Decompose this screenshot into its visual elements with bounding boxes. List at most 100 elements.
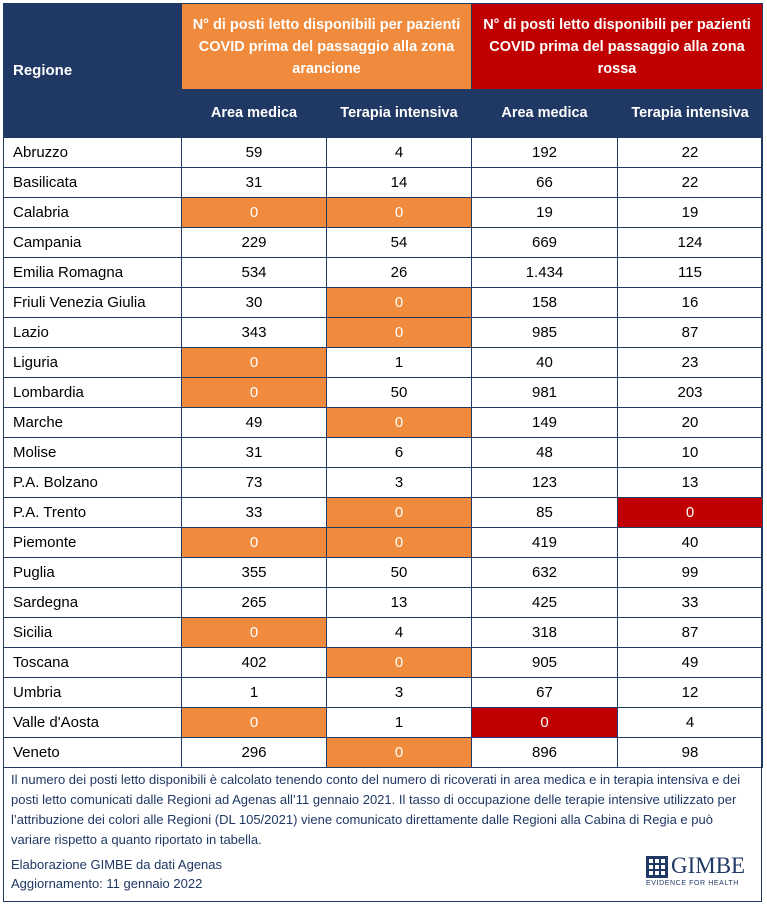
orange-area-medica-cell: 0 xyxy=(181,197,327,228)
orange-area-medica-cell: 73 xyxy=(181,467,327,498)
orange-area-medica-cell: 343 xyxy=(181,317,327,348)
region-name-cell: Sardegna xyxy=(3,587,182,618)
header-red-area-medica: Area medica xyxy=(471,89,618,138)
orange-area-medica-cell: 265 xyxy=(181,587,327,618)
source-info: Elaborazione GIMBE da dati Agenas Aggior… xyxy=(11,855,222,893)
orange-terapia-intensiva-cell: 0 xyxy=(326,287,472,318)
red-area-medica-cell: 158 xyxy=(471,287,618,318)
red-area-medica-cell: 896 xyxy=(471,737,618,768)
header-orange-zone: N° di posti letto disponibili per pazien… xyxy=(181,3,472,90)
orange-terapia-intensiva-cell: 3 xyxy=(326,677,472,708)
orange-terapia-intensiva-cell: 1 xyxy=(326,707,472,738)
orange-area-medica-cell: 49 xyxy=(181,407,327,438)
beds-table: Regione N° di posti letto disponibili pe… xyxy=(3,3,764,768)
red-area-medica-cell: 985 xyxy=(471,317,618,348)
orange-area-medica-cell: 33 xyxy=(181,497,327,528)
red-terapia-intensiva-cell: 49 xyxy=(616,647,764,678)
table-row: Emilia Romagna 534 26 1.434 115 xyxy=(3,257,764,288)
orange-area-medica-cell: 534 xyxy=(181,257,327,288)
region-name-cell: Piemonte xyxy=(3,527,182,558)
table-row: Basilicata 31 14 66 22 xyxy=(3,167,764,198)
region-name-cell: Valle d'Aosta xyxy=(3,707,182,738)
orange-terapia-intensiva-cell: 54 xyxy=(326,227,472,258)
region-name-cell: Sicilia xyxy=(3,617,182,648)
source-line: Elaborazione GIMBE da dati Agenas xyxy=(11,857,223,872)
table-row: Piemonte 0 0 419 40 xyxy=(3,527,764,558)
red-terapia-intensiva-cell: 20 xyxy=(616,407,764,438)
orange-area-medica-cell: 1 xyxy=(181,677,327,708)
red-area-medica-cell: 40 xyxy=(471,347,618,378)
orange-terapia-intensiva-cell: 14 xyxy=(326,167,472,198)
orange-terapia-intensiva-cell: 0 xyxy=(326,527,472,558)
red-area-medica-cell: 48 xyxy=(471,437,618,468)
region-name-cell: Campania xyxy=(3,227,182,258)
table-row: Abruzzo 59 4 192 22 xyxy=(3,137,764,168)
orange-terapia-intensiva-cell: 50 xyxy=(326,557,472,588)
table-row: Sardegna 265 13 425 33 xyxy=(3,587,764,618)
red-area-medica-cell: 149 xyxy=(471,407,618,438)
region-name-cell: Abruzzo xyxy=(3,137,182,168)
table-row: P.A. Trento 33 0 85 0 xyxy=(3,497,764,528)
region-name-cell: P.A. Bolzano xyxy=(3,467,182,498)
orange-area-medica-cell: 31 xyxy=(181,167,327,198)
red-terapia-intensiva-cell: 40 xyxy=(616,527,764,558)
region-name-cell: Emilia Romagna xyxy=(3,257,182,288)
region-name-cell: Puglia xyxy=(3,557,182,588)
orange-area-medica-cell: 0 xyxy=(181,347,327,378)
gimbe-logo: GIMBE EVIDENCE FOR HEALTH xyxy=(646,853,756,891)
table-row: Lazio 343 0 985 87 xyxy=(3,317,764,348)
table-row: Molise 31 6 48 10 xyxy=(3,437,764,468)
red-terapia-intensiva-cell: 12 xyxy=(616,677,764,708)
red-terapia-intensiva-cell: 22 xyxy=(616,167,764,198)
orange-terapia-intensiva-cell: 4 xyxy=(326,137,472,168)
red-area-medica-cell: 425 xyxy=(471,587,618,618)
orange-area-medica-cell: 229 xyxy=(181,227,327,258)
red-terapia-intensiva-cell: 115 xyxy=(616,257,764,288)
orange-area-medica-cell: 0 xyxy=(181,527,327,558)
logo-tagline: EVIDENCE FOR HEALTH xyxy=(646,880,739,887)
orange-area-medica-cell: 59 xyxy=(181,137,327,168)
table-row: Calabria 0 0 19 19 xyxy=(3,197,764,228)
update-line: Aggiornamento: 11 gennaio 2022 xyxy=(11,876,203,891)
region-name-cell: Basilicata xyxy=(3,167,182,198)
footnote: Il numero dei posti letto disponibili è … xyxy=(11,772,741,847)
orange-area-medica-cell: 355 xyxy=(181,557,327,588)
header-orange-area-medica: Area medica xyxy=(181,89,327,138)
red-terapia-intensiva-cell: 98 xyxy=(616,737,764,768)
red-area-medica-cell: 318 xyxy=(471,617,618,648)
table-row: P.A. Bolzano 73 3 123 13 xyxy=(3,467,764,498)
red-terapia-intensiva-cell: 87 xyxy=(616,317,764,348)
red-terapia-intensiva-cell: 16 xyxy=(616,287,764,318)
logo-name: GIMBE xyxy=(671,853,746,878)
table-row: Toscana 402 0 905 49 xyxy=(3,647,764,678)
region-name-cell: Liguria xyxy=(3,347,182,378)
region-name-cell: Veneto xyxy=(3,737,182,768)
table-row: Puglia 355 50 632 99 xyxy=(3,557,764,588)
orange-terapia-intensiva-cell: 0 xyxy=(326,737,472,768)
table-row: Marche 49 0 149 20 xyxy=(3,407,764,438)
red-terapia-intensiva-cell: 10 xyxy=(616,437,764,468)
gimbe-grid-logo-icon xyxy=(646,856,668,878)
red-area-medica-cell: 85 xyxy=(471,497,618,528)
red-terapia-intensiva-cell: 19 xyxy=(616,197,764,228)
red-terapia-intensiva-cell: 87 xyxy=(616,617,764,648)
orange-terapia-intensiva-cell: 0 xyxy=(326,407,472,438)
table-row: Sicilia 0 4 318 87 xyxy=(3,617,764,648)
red-area-medica-cell: 67 xyxy=(471,677,618,708)
orange-terapia-intensiva-cell: 13 xyxy=(326,587,472,618)
header-orange-terapia-intensiva: Terapia intensiva xyxy=(326,89,472,138)
red-terapia-intensiva-cell: 33 xyxy=(616,587,764,618)
table-row: Umbria 1 3 67 12 xyxy=(3,677,764,708)
red-area-medica-cell: 0 xyxy=(471,707,618,738)
red-terapia-intensiva-cell: 203 xyxy=(616,377,764,408)
red-terapia-intensiva-cell: 4 xyxy=(616,707,764,738)
region-name-cell: Friuli Venezia Giulia xyxy=(3,287,182,318)
table-row: Friuli Venezia Giulia 30 0 158 16 xyxy=(3,287,764,318)
region-name-cell: Umbria xyxy=(3,677,182,708)
red-area-medica-cell: 66 xyxy=(471,167,618,198)
orange-area-medica-cell: 31 xyxy=(181,437,327,468)
orange-terapia-intensiva-cell: 0 xyxy=(326,497,472,528)
region-name-cell: P.A. Trento xyxy=(3,497,182,528)
region-name-cell: Molise xyxy=(3,437,182,468)
red-terapia-intensiva-cell: 23 xyxy=(616,347,764,378)
